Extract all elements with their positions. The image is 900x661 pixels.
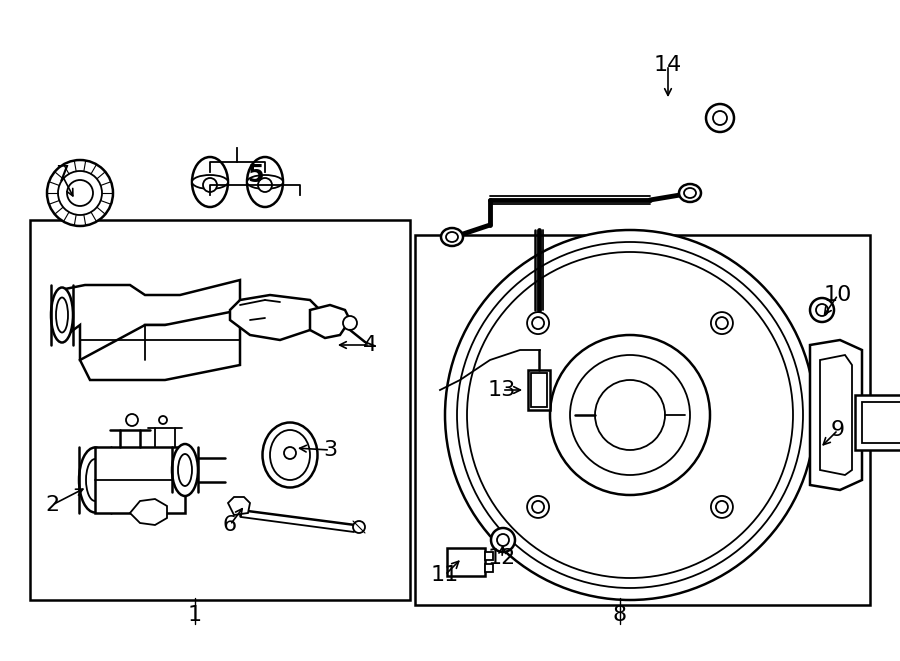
Ellipse shape <box>711 312 733 334</box>
Circle shape <box>258 178 272 192</box>
Ellipse shape <box>86 459 104 501</box>
Bar <box>447 548 485 576</box>
Ellipse shape <box>192 157 228 207</box>
Ellipse shape <box>192 175 228 189</box>
Polygon shape <box>60 280 240 360</box>
Circle shape <box>570 355 690 475</box>
Bar <box>862 402 900 443</box>
Bar <box>95 447 185 513</box>
Circle shape <box>58 171 102 215</box>
Ellipse shape <box>126 414 138 426</box>
Ellipse shape <box>270 430 310 480</box>
Polygon shape <box>230 295 320 340</box>
Circle shape <box>353 521 365 533</box>
Ellipse shape <box>247 157 283 207</box>
Text: 5: 5 <box>247 163 263 187</box>
Ellipse shape <box>441 228 463 246</box>
Bar <box>531 373 547 407</box>
Ellipse shape <box>711 496 733 518</box>
Circle shape <box>47 160 113 226</box>
Ellipse shape <box>716 501 728 513</box>
Ellipse shape <box>178 454 192 486</box>
Text: 4: 4 <box>363 335 377 355</box>
Ellipse shape <box>716 317 728 329</box>
Text: 7: 7 <box>55 165 69 185</box>
Ellipse shape <box>79 447 111 512</box>
Ellipse shape <box>51 288 73 342</box>
Polygon shape <box>130 499 167 525</box>
Polygon shape <box>820 355 852 475</box>
Bar <box>415 235 870 605</box>
Ellipse shape <box>532 501 544 513</box>
Bar <box>855 395 900 450</box>
Text: 3: 3 <box>323 440 338 460</box>
Text: 6: 6 <box>223 515 237 535</box>
Ellipse shape <box>527 496 549 518</box>
Ellipse shape <box>527 312 549 334</box>
Circle shape <box>146 506 158 518</box>
Circle shape <box>497 534 509 546</box>
Bar <box>528 370 550 410</box>
Bar <box>485 552 493 560</box>
Polygon shape <box>310 305 350 338</box>
Circle shape <box>203 178 217 192</box>
Ellipse shape <box>159 416 167 424</box>
Circle shape <box>445 230 815 600</box>
Text: 12: 12 <box>488 548 516 568</box>
Text: 9: 9 <box>831 420 845 440</box>
Circle shape <box>67 180 93 206</box>
Circle shape <box>810 298 834 322</box>
Text: 8: 8 <box>613 605 627 625</box>
Bar <box>30 220 410 600</box>
Text: 10: 10 <box>824 285 852 305</box>
Ellipse shape <box>247 175 283 189</box>
Text: 11: 11 <box>431 565 459 585</box>
Polygon shape <box>228 497 250 515</box>
Circle shape <box>550 335 710 495</box>
Circle shape <box>816 304 828 316</box>
Circle shape <box>491 528 515 552</box>
Ellipse shape <box>713 111 727 125</box>
Ellipse shape <box>284 447 296 459</box>
Text: 13: 13 <box>488 380 516 400</box>
Ellipse shape <box>446 232 458 242</box>
Circle shape <box>595 380 665 450</box>
Polygon shape <box>80 310 240 380</box>
Ellipse shape <box>684 188 696 198</box>
Circle shape <box>343 316 357 330</box>
Ellipse shape <box>172 444 198 496</box>
Ellipse shape <box>706 104 734 132</box>
Ellipse shape <box>532 317 544 329</box>
Circle shape <box>457 242 803 588</box>
Circle shape <box>467 252 793 578</box>
Bar <box>485 564 493 572</box>
Ellipse shape <box>679 184 701 202</box>
Text: 14: 14 <box>654 55 682 75</box>
Text: 1: 1 <box>188 605 202 625</box>
Ellipse shape <box>56 297 68 332</box>
Text: 2: 2 <box>45 495 59 515</box>
Ellipse shape <box>263 422 318 488</box>
Polygon shape <box>810 340 862 490</box>
